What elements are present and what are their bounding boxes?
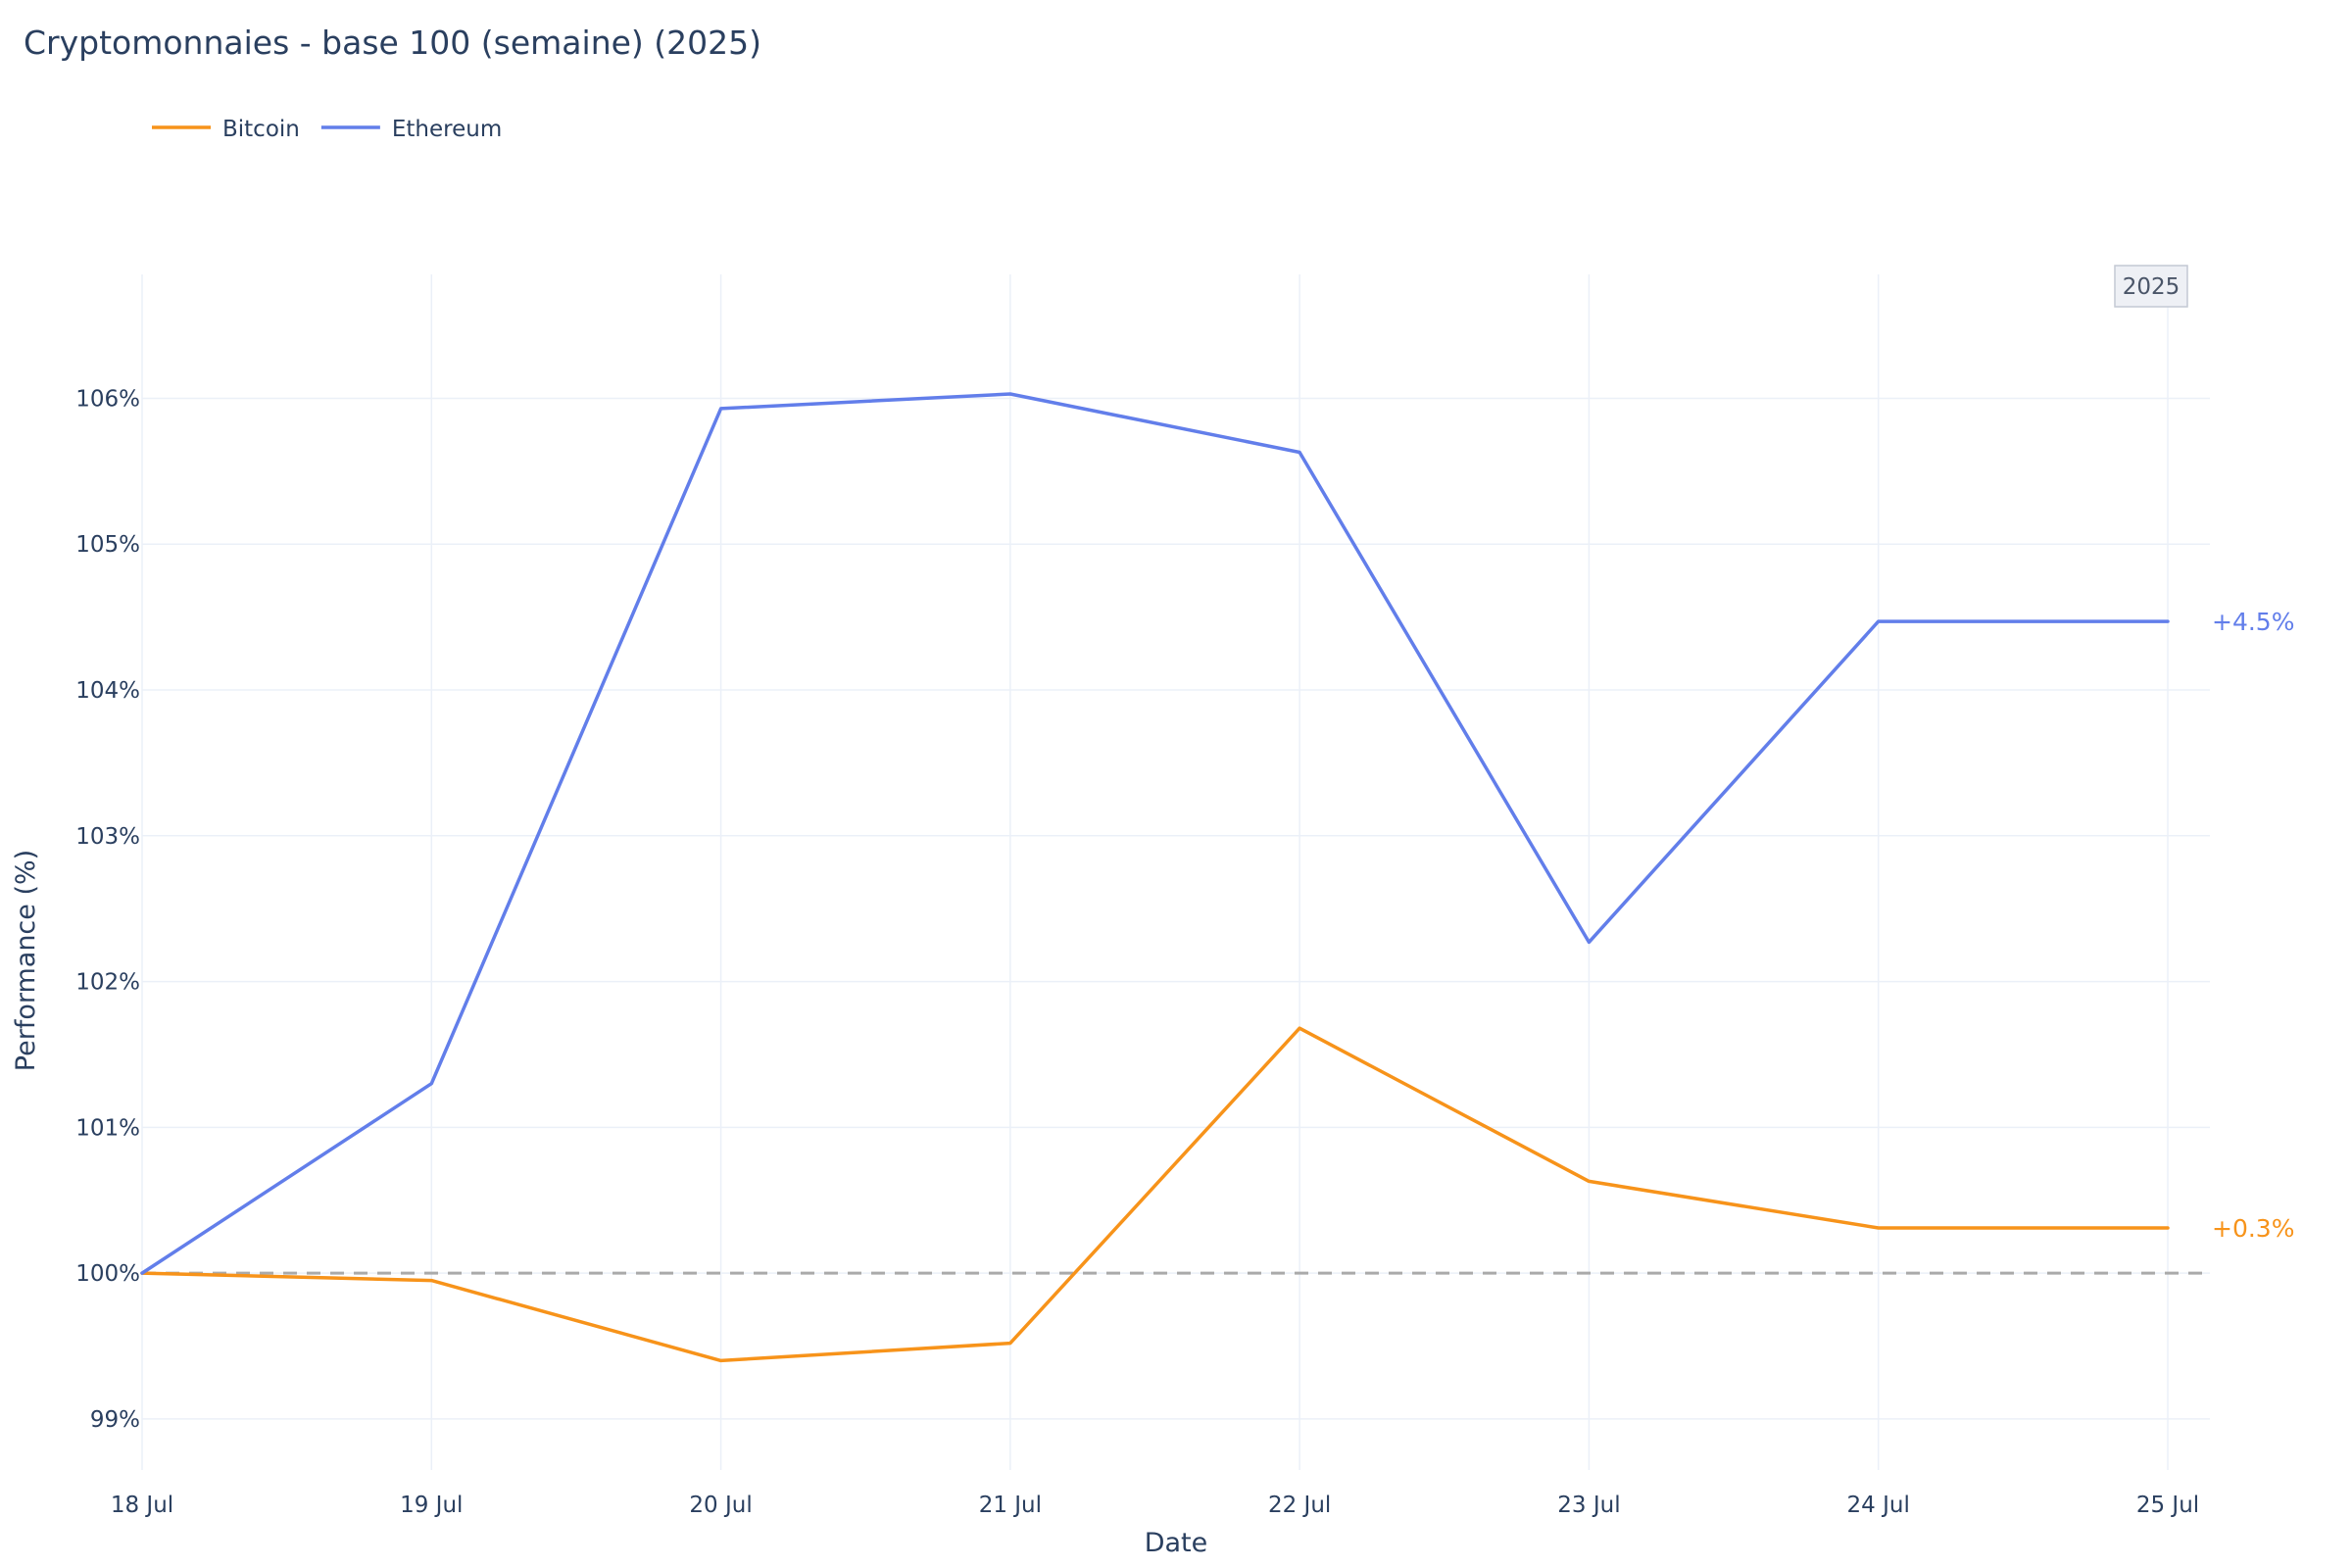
chart-title: Cryptomonnaies - base 100 (semaine) (202… (24, 24, 761, 62)
x-axis-title: Date (1145, 1528, 1208, 1558)
end-label-bitcoin: +0.3% (2212, 1214, 2294, 1243)
y-tick-label: 101% (75, 1115, 140, 1141)
x-tick-label: 21 Jul (979, 1493, 1042, 1518)
series-layer (140, 392, 2170, 1363)
x-tick-label: 19 Jul (400, 1493, 463, 1518)
y-axis-ticks: 99% 100% 101% 102% 103% 104% 105% 106% (75, 386, 140, 1432)
grid (141, 274, 2210, 1470)
year-badge-label: 2025 (2123, 274, 2180, 300)
y-axis-title: Performance (%) (11, 850, 41, 1071)
x-tick-label: 18 Jul (111, 1493, 173, 1518)
end-label-ethereum: +4.5% (2212, 608, 2294, 636)
y-tick-label: 100% (75, 1261, 140, 1287)
legend-label-bitcoin: Bitcoin (222, 117, 300, 142)
legend-item-ethereum[interactable]: Ethereum (320, 117, 502, 142)
x-axis-ticks: 18 Jul 19 Jul 20 Jul 21 Jul 22 Jul 23 Jul 24 J… (111, 1493, 2199, 1518)
end-labels: +0.3% +4.5% (2212, 608, 2294, 1243)
y-tick-label: 105% (75, 532, 140, 558)
x-tick-label: 23 Jul (1557, 1493, 1620, 1518)
legend[interactable]: Bitcoin Ethereum (152, 117, 502, 142)
y-tick-label: 106% (75, 386, 140, 412)
x-tick-label: 20 Jul (689, 1493, 752, 1518)
legend-label-ethereum: Ethereum (392, 117, 502, 142)
year-badge: 2025 (2114, 265, 2188, 308)
series-line-ethereum[interactable] (140, 392, 2170, 1275)
x-tick-label: 24 Jul (1847, 1493, 1910, 1518)
x-tick-label: 22 Jul (1268, 1493, 1331, 1518)
y-tick-label: 99% (90, 1407, 140, 1433)
year-badge-box (2114, 265, 2188, 308)
y-tick-label: 104% (75, 678, 140, 704)
y-tick-label: 102% (75, 970, 140, 996)
y-tick-label: 103% (75, 824, 140, 850)
x-tick-label: 25 Jul (2136, 1493, 2199, 1518)
series-line-bitcoin[interactable] (140, 1026, 2170, 1363)
legend-item-bitcoin[interactable]: Bitcoin (152, 117, 300, 142)
